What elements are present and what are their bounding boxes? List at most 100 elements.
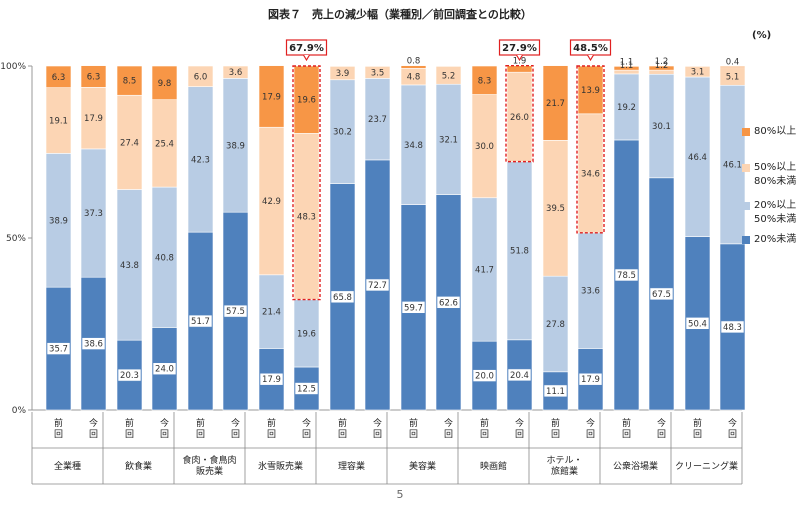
bar-segment bbox=[435, 66, 462, 85]
bar-label: 回 bbox=[125, 429, 134, 440]
bar-segment bbox=[80, 87, 107, 150]
bar-segment bbox=[719, 66, 746, 69]
bar-segment bbox=[506, 65, 533, 73]
category-label: 氷雪販売業 bbox=[258, 460, 303, 472]
data-label: 34.6 bbox=[581, 169, 600, 179]
bar-label: 今 bbox=[373, 417, 382, 429]
data-label: 17.9 bbox=[581, 375, 600, 385]
data-label: 37.3 bbox=[84, 209, 103, 219]
data-label: 5.2 bbox=[442, 71, 456, 81]
category-label: 販売業 bbox=[196, 465, 223, 477]
bar-segment bbox=[400, 84, 427, 205]
bar-label: 今 bbox=[302, 417, 311, 429]
data-label: 42.9 bbox=[262, 197, 281, 207]
legend-label: 20%以上 50%未満 bbox=[754, 200, 797, 225]
category-label: ホテル・ bbox=[546, 455, 582, 466]
data-label-box bbox=[436, 296, 461, 309]
data-label-box bbox=[543, 384, 568, 398]
data-label: 72.7 bbox=[368, 281, 387, 291]
bar-label: 前 bbox=[622, 417, 631, 429]
highlight-box bbox=[576, 65, 605, 234]
data-label: 35.7 bbox=[49, 345, 68, 355]
data-label: 19.6 bbox=[297, 329, 316, 339]
bar-label: 今 bbox=[444, 417, 453, 429]
data-label-box bbox=[259, 372, 284, 386]
bar-segment bbox=[471, 197, 498, 342]
data-label: 0.8 bbox=[407, 57, 421, 67]
data-label: 26.0 bbox=[510, 113, 529, 123]
data-label: 1.2 bbox=[655, 61, 669, 71]
callout-pointer bbox=[515, 54, 524, 62]
legend-swatch bbox=[742, 236, 750, 244]
callout-label: 67.9% bbox=[289, 43, 324, 54]
category-label: 旅館業 bbox=[551, 465, 578, 477]
data-label: 24.0 bbox=[155, 365, 174, 375]
data-label: 27.8 bbox=[546, 320, 565, 330]
data-label-box bbox=[507, 368, 532, 382]
data-label: 48.3 bbox=[723, 323, 742, 333]
data-label: 41.7 bbox=[475, 265, 494, 275]
data-label: 78.5 bbox=[617, 271, 636, 281]
bar-segment bbox=[116, 94, 143, 190]
bar-label: 回 bbox=[515, 429, 524, 440]
data-label: 20.4 bbox=[510, 371, 529, 381]
highlight-box bbox=[505, 64, 534, 163]
chart-title: 図表７ 売上の減少幅（業種別／前回調査との比較） bbox=[268, 8, 532, 21]
data-label-box bbox=[46, 342, 71, 355]
data-label-box bbox=[330, 290, 355, 304]
y-tick-label: 100% bbox=[0, 62, 26, 72]
data-label-box bbox=[685, 317, 710, 330]
bar-segment bbox=[542, 65, 569, 141]
legend-label: 20%未満 bbox=[754, 234, 797, 245]
bar-label: 前 bbox=[267, 417, 276, 429]
category-label: 全業種 bbox=[54, 460, 81, 472]
bar-segment bbox=[506, 161, 533, 341]
data-label: 59.7 bbox=[404, 303, 423, 313]
data-label: 3.5 bbox=[371, 68, 385, 78]
bar-segment bbox=[258, 65, 285, 128]
data-label: 3.9 bbox=[336, 69, 350, 79]
data-label: 1.9 bbox=[513, 57, 527, 67]
legend-label: 80%以上 bbox=[754, 126, 797, 137]
data-label: 38.9 bbox=[226, 141, 245, 151]
bar-segment bbox=[577, 232, 604, 349]
bar-label: 回 bbox=[444, 429, 453, 440]
bar-label: 回 bbox=[196, 429, 205, 440]
bar-label: 回 bbox=[89, 429, 98, 440]
bar-label: 回 bbox=[586, 429, 595, 440]
data-label: 27.4 bbox=[120, 138, 139, 148]
bar-label: 回 bbox=[231, 429, 240, 440]
category-label: 美容業 bbox=[409, 460, 436, 472]
bar-segment bbox=[116, 189, 143, 341]
category-label: 食肉・食鳥肉 bbox=[182, 454, 236, 466]
data-label: 11.1 bbox=[546, 387, 565, 397]
data-label: 8.3 bbox=[478, 76, 492, 86]
bar-segment bbox=[577, 65, 604, 115]
bar-label: 今 bbox=[586, 417, 595, 429]
bar-segment bbox=[80, 65, 107, 88]
bar-label: 回 bbox=[373, 429, 382, 440]
data-label: 42.3 bbox=[191, 155, 210, 165]
data-label: 33.6 bbox=[581, 287, 600, 297]
data-label-box bbox=[578, 372, 603, 386]
data-label: 65.8 bbox=[333, 293, 352, 303]
data-label: 19.1 bbox=[49, 117, 68, 127]
data-label: 19.6 bbox=[297, 96, 316, 106]
category-label: クリーニング業 bbox=[675, 460, 738, 472]
bar-segment bbox=[364, 66, 391, 79]
data-label: 51.8 bbox=[510, 247, 529, 257]
category-label: 公衆浴場業 bbox=[613, 460, 658, 472]
bar-segment bbox=[329, 79, 356, 184]
bar-label: 回 bbox=[54, 429, 63, 440]
bar-segment bbox=[613, 66, 640, 71]
bar-segment bbox=[684, 66, 711, 78]
data-label: 67.5 bbox=[652, 290, 671, 300]
data-label: 1.1 bbox=[620, 57, 634, 67]
data-label-box bbox=[152, 362, 177, 376]
data-label: 0.4 bbox=[726, 57, 740, 67]
bar-label: 今 bbox=[728, 417, 737, 429]
data-label: 6.3 bbox=[87, 72, 101, 82]
data-label-box bbox=[81, 337, 106, 350]
y-tick-label: 50% bbox=[6, 234, 26, 244]
